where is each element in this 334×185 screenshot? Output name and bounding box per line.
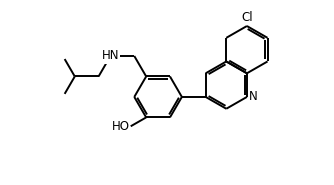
Text: HO: HO bbox=[112, 120, 130, 133]
Text: Cl: Cl bbox=[241, 11, 253, 24]
Text: N: N bbox=[249, 90, 258, 103]
Text: HN: HN bbox=[102, 49, 119, 63]
